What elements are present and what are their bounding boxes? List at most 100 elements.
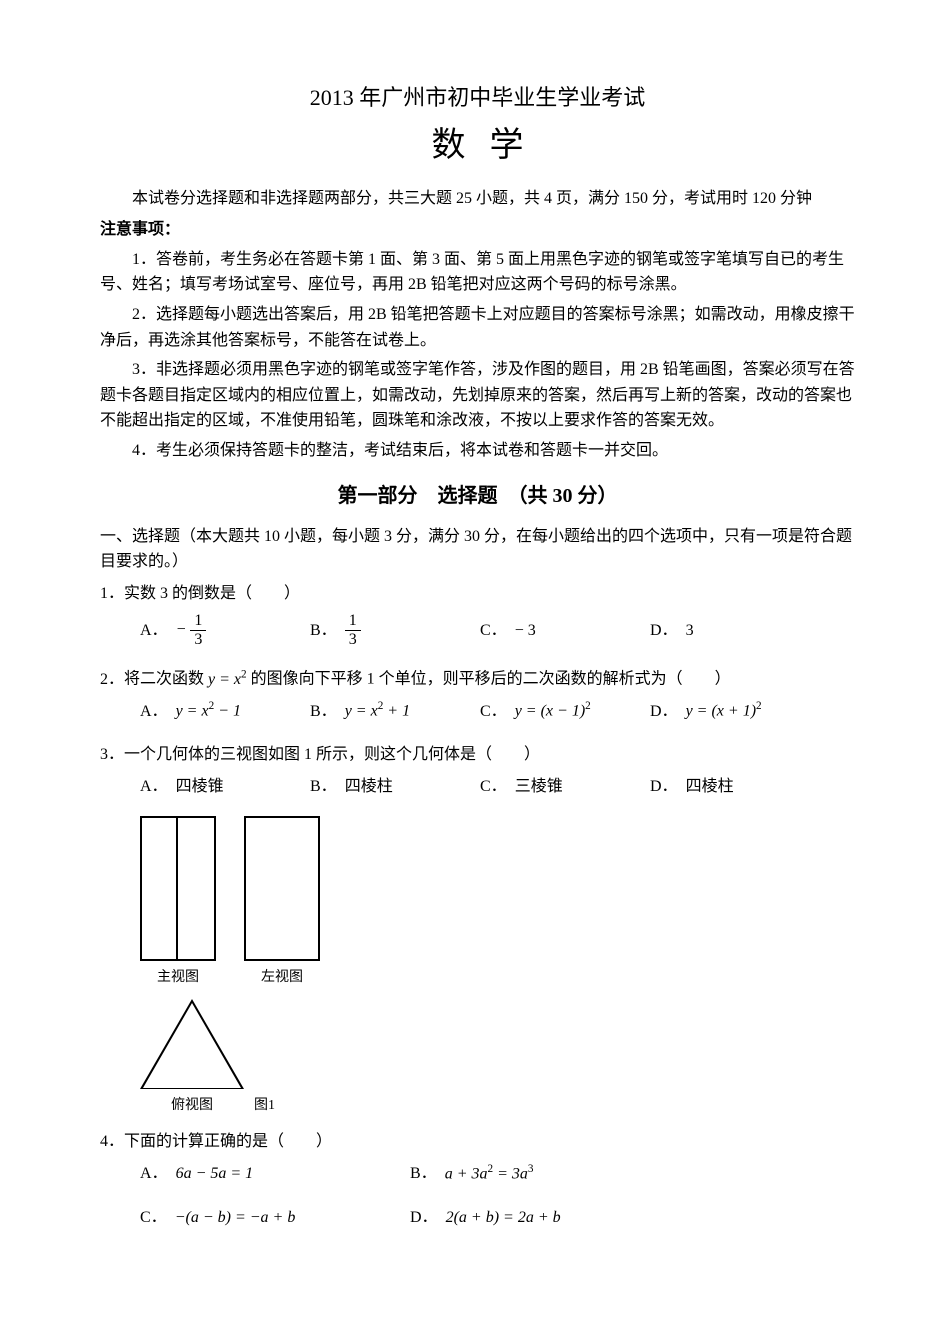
top-view-label: 俯视图 xyxy=(140,1095,244,1117)
q3-option-a: A． 四棱锥 xyxy=(140,774,290,800)
q2-option-b: B． y = x2 + 1 xyxy=(310,698,460,724)
side-view: 左视图 xyxy=(244,816,320,989)
q1-option-b: B． 13 xyxy=(310,612,460,648)
label-b: B． xyxy=(410,1161,437,1187)
label-b: B． xyxy=(310,699,337,725)
q3-option-b: B． 四棱柱 xyxy=(310,774,460,800)
exam-title: 2013 年广州市初中毕业生学业考试 xyxy=(100,80,855,115)
label-d: D． xyxy=(650,699,678,725)
q3-d-value: 四棱柱 xyxy=(686,774,734,800)
q2-eq: y = x2 xyxy=(208,671,247,688)
q1-a-num: 1 xyxy=(190,612,206,631)
q4-number: 4． xyxy=(100,1129,124,1155)
front-view-label: 主视图 xyxy=(140,967,216,989)
label-d: D． xyxy=(650,618,678,644)
q1-options: A． − 13 B． 13 C． − 3 D． 3 xyxy=(100,612,855,654)
q1-a-den: 3 xyxy=(190,631,206,649)
top-view-shape xyxy=(140,999,244,1089)
label-a: A． xyxy=(140,699,168,725)
q2-stem: 2．将二次函数 y = x2 的图像向下平移 1 个单位，则平移后的二次函数的解… xyxy=(100,666,855,692)
q3-stem: 3．一个几何体的三视图如图 1 所示，则这个几何体是（ ） xyxy=(100,742,855,768)
q1-number: 1． xyxy=(100,581,124,607)
side-view-shape xyxy=(244,816,320,961)
q2-option-c: C． y = (x − 1)2 xyxy=(480,698,630,724)
q4-option-d: D． 2(a + b) = 2a + b xyxy=(410,1205,660,1231)
notice-header: 注意事项： xyxy=(100,217,855,243)
q4-stem: 4．下面的计算正确的是（ ） xyxy=(100,1129,855,1155)
question-2: 2．将二次函数 y = x2 的图像向下平移 1 个单位，则平移后的二次函数的解… xyxy=(100,666,855,730)
q3-b-value: 四棱柱 xyxy=(345,774,393,800)
q4-c-value: −(a − b) = −a + b xyxy=(175,1205,296,1231)
label-b: B． xyxy=(310,618,337,644)
q2-option-d: D． y = (x + 1)2 xyxy=(650,698,800,724)
intro-text: 本试卷分选择题和非选择题两部分，共三大题 25 小题，共 4 页，满分 150 … xyxy=(100,186,855,212)
q1-d-value: 3 xyxy=(686,618,694,644)
label-d: D． xyxy=(650,774,678,800)
q3-diagram-top-row: 主视图 左视图 xyxy=(100,816,855,989)
notice-4: 4．考生必须保持答题卡的整洁，考试结束后，将本试卷和答题卡一并交回。 xyxy=(100,438,855,464)
q2-a-value: y = x2 − 1 xyxy=(176,698,241,724)
front-view-shape xyxy=(140,816,216,961)
label-a: A． xyxy=(140,618,168,644)
section-header: 一、选择题（本大题共 10 小题，每小题 3 分，满分 30 分，在每小题给出的… xyxy=(100,524,855,575)
front-view: 主视图 xyxy=(140,816,216,989)
label-a: A． xyxy=(140,774,168,800)
q2-number: 2． xyxy=(100,667,124,693)
q3-option-d: D． 四棱柱 xyxy=(650,774,800,800)
label-c: C． xyxy=(480,618,507,644)
label-a: A． xyxy=(140,1161,168,1187)
q1-b-den: 3 xyxy=(345,631,361,649)
label-b: B． xyxy=(310,774,337,800)
side-view-label: 左视图 xyxy=(244,967,320,989)
q2-option-a: A． y = x2 − 1 xyxy=(140,698,290,724)
q1-c-value: − 3 xyxy=(515,618,536,644)
top-view: 俯视图 xyxy=(140,999,244,1117)
q1-a-value: − 13 xyxy=(176,612,207,648)
q4-b-value: a + 3a2 = 3a3 xyxy=(445,1161,534,1187)
q4-d-value: 2(a + b) = 2a + b xyxy=(446,1205,561,1231)
q4-option-b: B． a + 3a2 = 3a3 xyxy=(410,1161,660,1187)
question-1: 1．实数 3 的倒数是（ ） A． − 13 B． 13 C． − 3 D． 3 xyxy=(100,581,855,655)
q4-options: A． 6a − 5a = 1 B． a + 3a2 = 3a3 C． −(a −… xyxy=(100,1161,855,1237)
figure-1-label: 图1 xyxy=(254,1095,275,1117)
q3-option-c: C． 三棱锥 xyxy=(480,774,630,800)
q3-a-value: 四棱锥 xyxy=(176,774,224,800)
question-4: 4．下面的计算正确的是（ ） A． 6a − 5a = 1 B． a + 3a2… xyxy=(100,1129,855,1236)
q3-number: 3． xyxy=(100,742,124,768)
q1-stem: 1．实数 3 的倒数是（ ） xyxy=(100,581,855,607)
part-header: 第一部分 选择题 （共 30 分） xyxy=(100,480,855,512)
q1-option-c: C． − 3 xyxy=(480,612,630,648)
q1-b-num: 1 xyxy=(345,612,361,631)
q4-option-a: A． 6a − 5a = 1 xyxy=(140,1161,390,1187)
label-c: C． xyxy=(480,774,507,800)
front-view-right xyxy=(178,816,216,961)
q3-stem-text: 一个几何体的三视图如图 1 所示，则这个几何体是（ ） xyxy=(124,746,540,763)
notice-2: 2．选择题每小题选出答案后，用 2B 铅笔把答题卡上对应题目的答案标号涂黑；如需… xyxy=(100,302,855,353)
label-c: C． xyxy=(140,1205,167,1231)
q3-c-value: 三棱锥 xyxy=(515,774,563,800)
q4-option-c: C． −(a − b) = −a + b xyxy=(140,1205,390,1231)
q3-options: A． 四棱锥 B． 四棱柱 C． 三棱锥 D． 四棱柱 xyxy=(100,774,855,806)
label-c: C． xyxy=(480,699,507,725)
notice-1: 1．答卷前，考生务必在答题卡第 1 面、第 3 面、第 5 面上用黑色字迹的钢笔… xyxy=(100,247,855,298)
q2-b-value: y = x2 + 1 xyxy=(345,698,410,724)
q2-d-value: y = (x + 1)2 xyxy=(686,698,762,724)
section-header-text: 一、选择题（本大题共 10 小题，每小题 3 分，满分 30 分，在每小题给出的… xyxy=(100,528,852,571)
q2-c-value: y = (x − 1)2 xyxy=(515,698,591,724)
notice-3: 3．非选择题必须用黑色字迹的钢笔或签字笔作答，涉及作图的题目，用 2B 铅笔画图… xyxy=(100,357,855,434)
q4-stem-text: 下面的计算正确的是（ ） xyxy=(124,1133,332,1150)
q1-option-d: D． 3 xyxy=(650,612,800,648)
q1-stem-text: 实数 3 的倒数是（ ） xyxy=(124,585,300,602)
q2-options: A． y = x2 − 1 B． y = x2 + 1 C． y = (x − … xyxy=(100,698,855,730)
q2-stem-pre: 将二次函数 xyxy=(124,671,208,688)
q1-a-prefix: − xyxy=(176,621,191,638)
subject-title: 数学 xyxy=(100,119,855,173)
q1-b-value: 13 xyxy=(345,612,361,648)
q4-a-value: 6a − 5a = 1 xyxy=(176,1161,254,1187)
q1-option-a: A． − 13 xyxy=(140,612,290,648)
label-d: D． xyxy=(410,1205,438,1231)
q3-diagram-bottom-row: 俯视图 图1 xyxy=(100,999,855,1117)
q2-stem-mid: 的图像向下平移 1 个单位，则平移后的二次函数的解析式为（ ） xyxy=(247,671,731,688)
question-3: 3．一个几何体的三视图如图 1 所示，则这个几何体是（ ） A． 四棱锥 B． … xyxy=(100,742,855,1117)
front-view-left xyxy=(140,816,178,961)
